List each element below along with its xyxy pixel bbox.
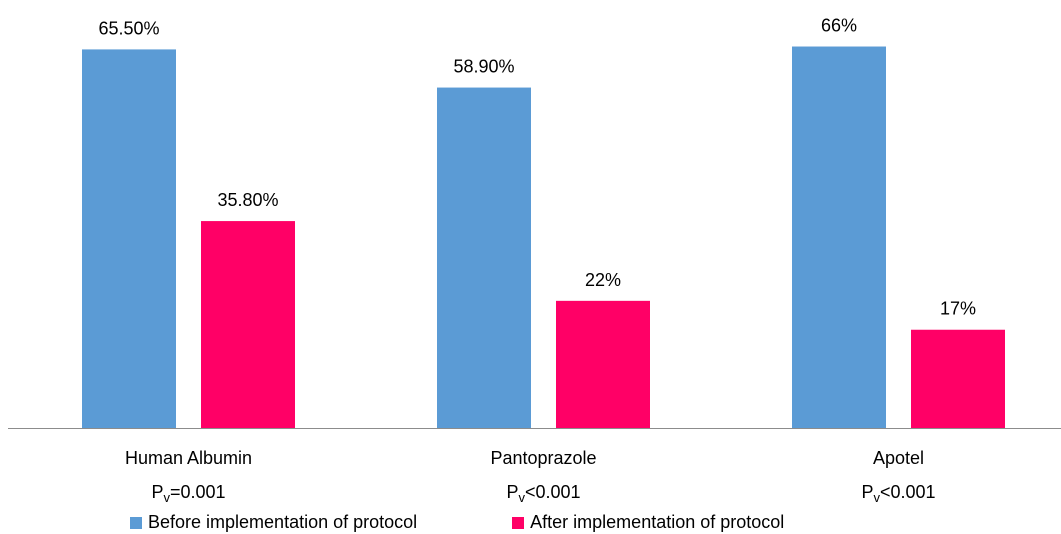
legend-item-before: Before implementation of protocol [130, 512, 417, 533]
legend-swatch-after [512, 516, 525, 529]
value-label-apotel-after: 17% [940, 299, 976, 319]
bar-apotel-before [792, 46, 886, 429]
category-labels-group: Human Albumin Pantoprazole Apotel [125, 448, 924, 468]
value-label-pantoprazole-before: 58.90% [453, 57, 514, 77]
category-label-human-albumin: Human Albumin [125, 448, 252, 468]
value-label-human-albumin-before: 65.50% [98, 18, 159, 38]
category-label-apotel: Apotel [873, 448, 924, 468]
p-value-label-human-albumin: Pv=0.001 [151, 482, 225, 505]
bars-group [82, 46, 1005, 429]
value-label-pantoprazole-after: 22% [585, 270, 621, 290]
value-labels-group: 65.50% 35.80% 58.90% 22% 66% 17% [98, 16, 976, 319]
legend: Before implementation of protocol After … [130, 512, 784, 533]
value-label-human-albumin-after: 35.80% [217, 190, 278, 210]
category-label-pantoprazole: Pantoprazole [490, 448, 596, 468]
bar-human-albumin-after [201, 221, 295, 428]
p-value-labels-group: Pv=0.001 Pv<0.001 Pv<0.001 [151, 482, 935, 505]
bar-pantoprazole-after [556, 300, 650, 428]
legend-swatch-before [130, 516, 142, 529]
legend-item-after: After implementation of protocol [512, 512, 784, 533]
p-value-label-apotel: Pv<0.001 [861, 482, 935, 505]
legend-label-after: After implementation of protocol [530, 512, 785, 532]
legend-label-before: Before implementation of protocol [148, 512, 418, 532]
value-label-apotel-before: 66% [821, 16, 857, 36]
bar-apotel-after [911, 329, 1005, 428]
bar-human-albumin-before [82, 49, 176, 428]
bar-pantoprazole-before [437, 87, 531, 429]
p-value-label-pantoprazole: Pv<0.001 [506, 482, 580, 505]
